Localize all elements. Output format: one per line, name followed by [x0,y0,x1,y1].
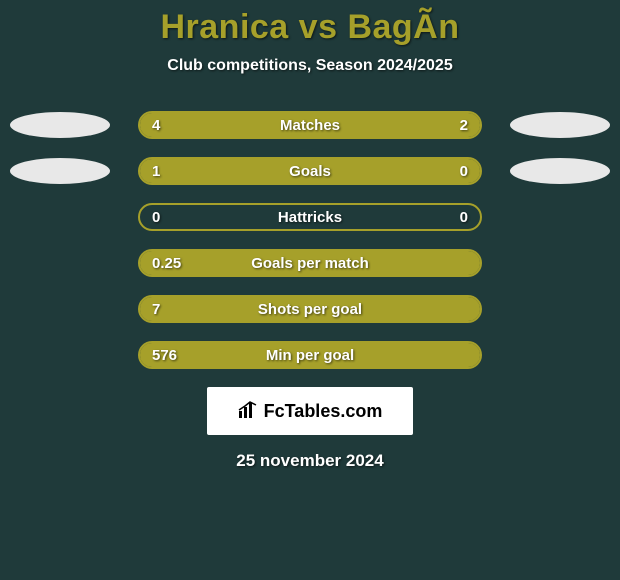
bar-chart-icon [238,401,258,422]
player-right-placeholder [510,158,610,184]
player-left-placeholder [10,112,110,138]
branding-badge: FcTables.com [207,387,413,435]
stat-bar-track: Goals per match0.25 [138,249,482,277]
stat-label: Hattricks [140,205,480,229]
stat-value-left: 0 [152,205,160,229]
subtitle: Club competitions, Season 2024/2025 [0,57,620,75]
stat-row: Goals10 [0,157,620,185]
stat-bar-left-fill [140,343,480,367]
player-left-placeholder [10,158,110,184]
footer-date: 25 november 2024 [0,451,620,471]
page-root: Hranica vs BagÃ­n Club competitions, Sea… [0,0,620,580]
page-title: Hranica vs BagÃ­n [0,0,620,47]
stat-bar-left-fill [140,297,480,321]
stat-bar-right-fill [398,159,480,183]
stat-bar-track: Shots per goal7 [138,295,482,323]
stat-row: Matches42 [0,111,620,139]
stat-row: Min per goal576 [0,341,620,369]
stat-row: Goals per match0.25 [0,249,620,277]
player-left-name: Hranica [160,8,288,46]
stat-bar-track: Goals10 [138,157,482,185]
stat-bar-left-fill [140,113,367,137]
stat-bar-right-fill [367,113,480,137]
stat-row: Shots per goal7 [0,295,620,323]
stat-bar-track: Hattricks0 0 [138,203,482,231]
stat-bar-track: Min per goal576 [138,341,482,369]
player-right-name: BagÃ­n [347,8,459,46]
vs-text: vs [299,8,338,46]
branding-text: FcTables.com [264,401,383,422]
stat-bar-track: Matches42 [138,111,482,139]
stat-bar-left-fill [140,159,398,183]
player-right-placeholder [510,112,610,138]
stat-value-right: 0 [460,205,468,229]
stat-bar-left-fill [140,251,480,275]
stats-area: Matches42 Goals10 Hattricks0 0 Goals per mat… [0,111,620,369]
stat-row: Hattricks0 0 [0,203,620,231]
